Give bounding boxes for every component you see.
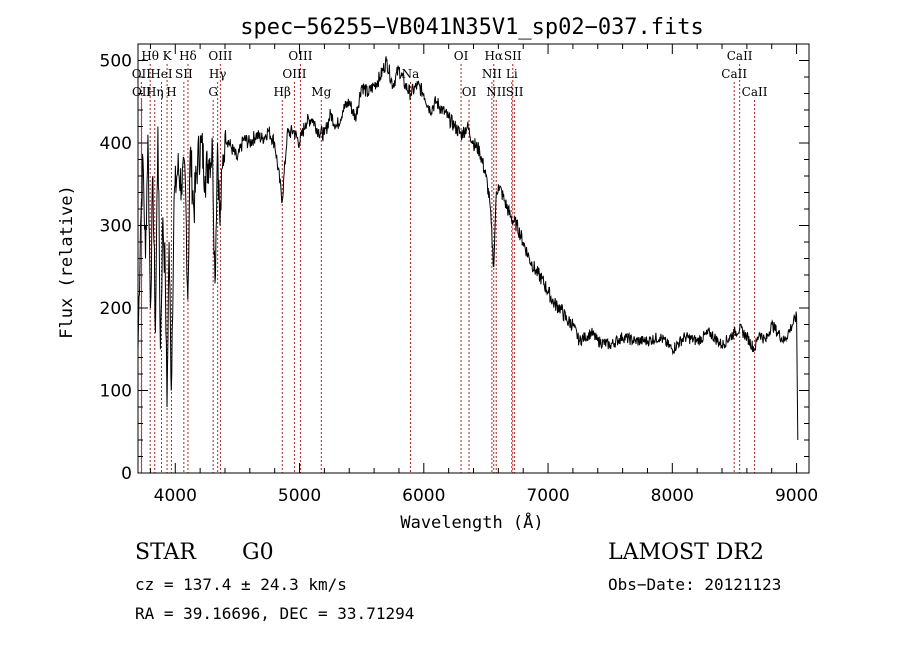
chart-title: spec−56255−VB041N35V1_sp02−037.fits bbox=[240, 15, 704, 40]
x-tick-label: 9000 bbox=[775, 486, 818, 506]
line-marker-label: SII bbox=[504, 49, 522, 63]
x-tick-label: 4000 bbox=[154, 486, 197, 506]
line-marker-label: Na bbox=[402, 67, 420, 81]
line-marker-label: CaII bbox=[721, 67, 747, 81]
y-tick-label: 0 bbox=[121, 464, 132, 484]
x-axis-label: Wavelength (Å) bbox=[400, 511, 543, 533]
line-marker-label: SII bbox=[175, 67, 193, 81]
survey-name: LAMOST DR2 bbox=[608, 540, 764, 565]
line-marker-label: CaII bbox=[742, 85, 768, 99]
line-markers bbox=[140, 64, 756, 473]
line-marker-label: Hγ bbox=[209, 67, 227, 81]
line-marker-label: SII bbox=[506, 85, 524, 99]
line-marker-label: OIII bbox=[288, 49, 312, 63]
line-marker-label: Li bbox=[506, 67, 518, 81]
line-marker-label: OI bbox=[462, 85, 477, 99]
y-tick-label: 300 bbox=[100, 217, 132, 237]
line-marker-label: HeI bbox=[150, 67, 173, 81]
y-tick-label: 400 bbox=[100, 134, 132, 154]
line-marker-label: Hδ bbox=[179, 49, 197, 63]
object-subclass: G0 bbox=[242, 540, 274, 565]
observation-date: Obs−Date: 20121123 bbox=[608, 575, 782, 594]
spectrum-line bbox=[137, 56, 799, 441]
line-marker-label: Hβ bbox=[274, 85, 291, 99]
line-marker-label: NII bbox=[482, 67, 502, 81]
y-axis-label: Flux (relative) bbox=[57, 185, 77, 339]
line-marker-label: OII bbox=[132, 85, 152, 99]
line-marker-label: Hα bbox=[484, 49, 503, 63]
x-axis-ticks: 4000 5000 6000 7000 8000 9000 bbox=[149, 44, 818, 506]
line-marker-label: CaII bbox=[727, 49, 753, 63]
plot-frame bbox=[137, 43, 810, 474]
line-marker-label: G bbox=[208, 85, 218, 99]
x-tick-label: 7000 bbox=[526, 486, 569, 506]
redshift-value: cz = 137.4 ± 24.3 km/s bbox=[135, 575, 347, 594]
line-marker-label: OII bbox=[132, 67, 152, 81]
line-marker-label: K bbox=[163, 49, 173, 63]
y-tick-label: 100 bbox=[100, 382, 132, 402]
y-tick-label: 200 bbox=[100, 299, 132, 319]
x-tick-label: 8000 bbox=[651, 486, 694, 506]
line-marker-label: NII bbox=[486, 85, 506, 99]
line-marker-label: Hη bbox=[146, 85, 164, 99]
y-axis-ticks: 0 100 200 300 400 500 bbox=[100, 52, 809, 484]
line-marker-label: Mg bbox=[311, 85, 331, 99]
line-marker-label: OIII bbox=[282, 67, 306, 81]
line-marker-label: Hθ bbox=[141, 49, 159, 63]
y-tick-label: 500 bbox=[100, 52, 132, 72]
line-marker-label: H bbox=[166, 85, 176, 99]
line-marker-label: OIII bbox=[208, 49, 232, 63]
object-class: STAR bbox=[135, 540, 196, 565]
x-tick-label: 5000 bbox=[278, 486, 321, 506]
coordinates: RA = 39.16696, DEC = 33.71294 bbox=[135, 604, 415, 623]
x-tick-label: 6000 bbox=[402, 486, 445, 506]
line-marker-label: OI bbox=[454, 49, 469, 63]
